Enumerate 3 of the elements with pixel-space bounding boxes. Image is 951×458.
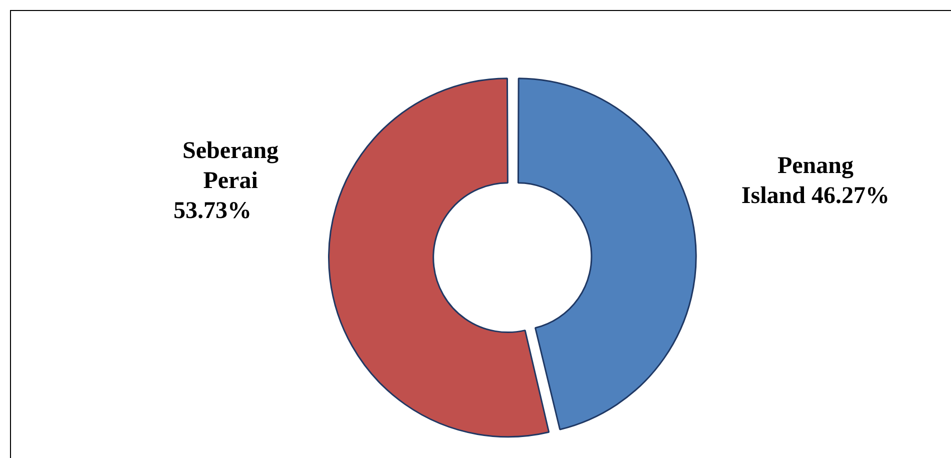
slice-label: Seberang Perai xyxy=(182,138,279,194)
slice-label: Penang Island 46.27% xyxy=(741,153,890,210)
data-label: 53.73% xyxy=(174,198,252,224)
